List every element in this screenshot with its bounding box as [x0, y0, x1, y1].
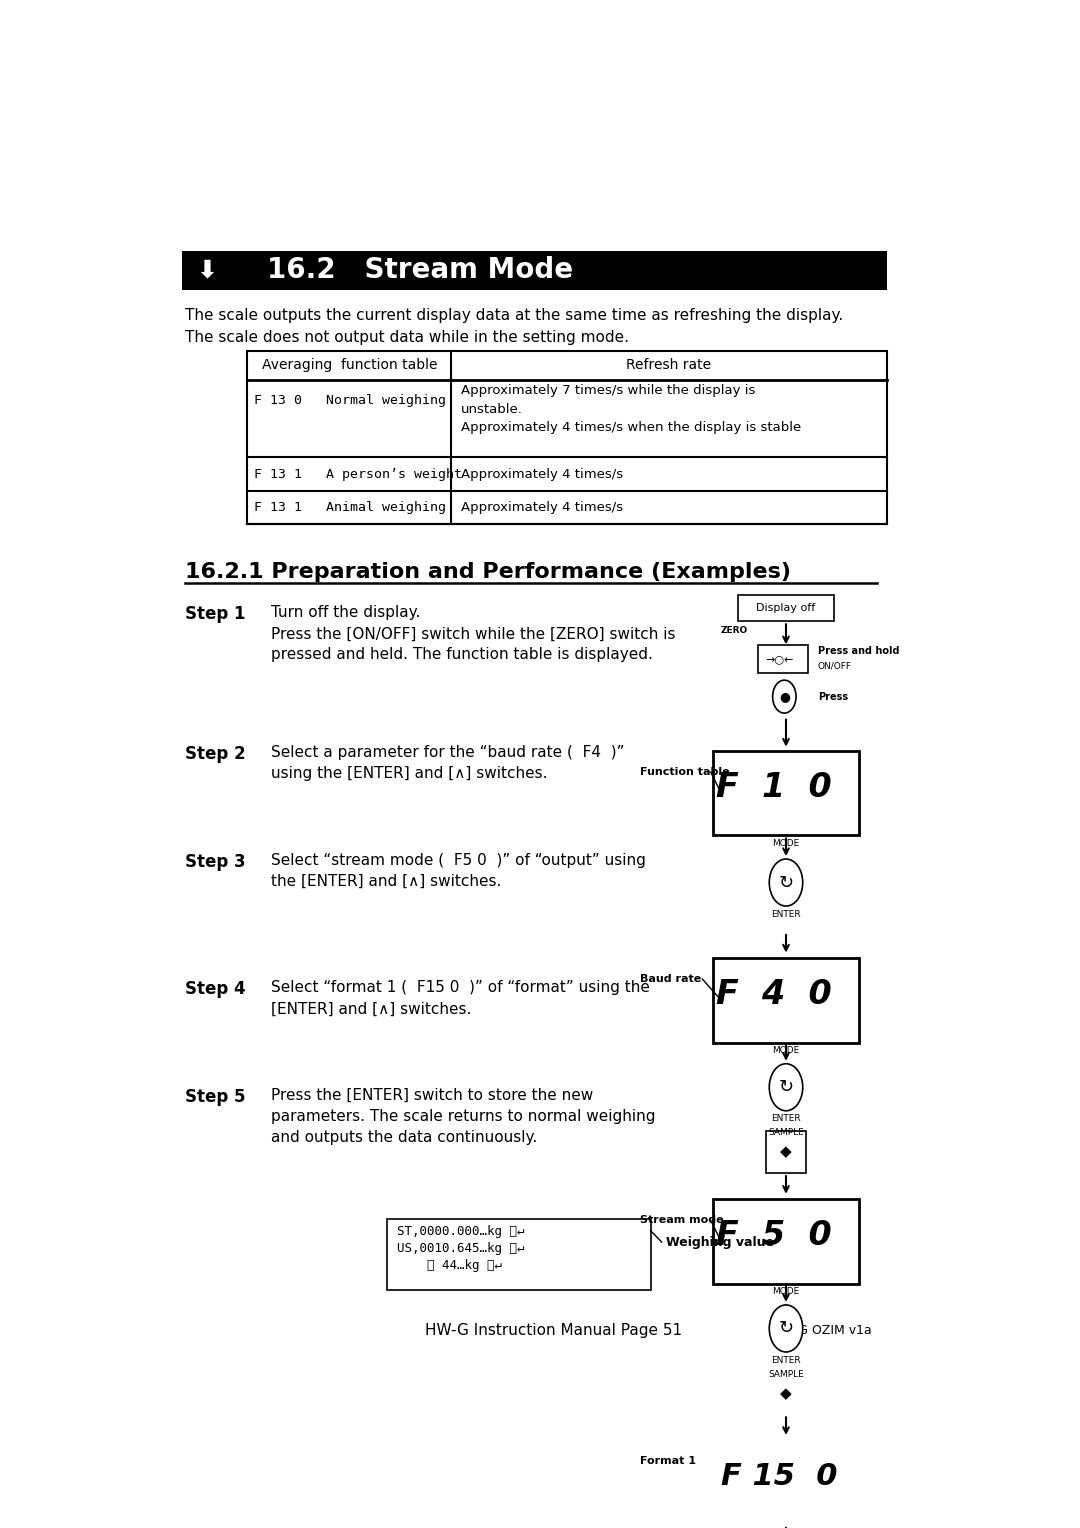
- Text: →○←: →○←: [765, 654, 794, 665]
- Text: ENTER: ENTER: [771, 1114, 800, 1123]
- Text: Step 5: Step 5: [186, 1088, 246, 1106]
- Text: The scale does not output data while in the setting mode.: The scale does not output data while in …: [186, 330, 630, 345]
- Text: Averaging  function table: Averaging function table: [261, 359, 437, 373]
- Bar: [713, 1441, 860, 1525]
- Text: F 13 0   Normal weighing: F 13 0 Normal weighing: [254, 394, 446, 406]
- Text: Format 1: Format 1: [639, 1456, 696, 1467]
- Bar: [713, 958, 860, 1042]
- Text: F 13 1   A person’s weight: F 13 1 A person’s weight: [254, 468, 462, 480]
- Text: SAMPLE: SAMPLE: [768, 1369, 804, 1378]
- Text: ENTER: ENTER: [771, 1355, 800, 1365]
- Circle shape: [769, 1063, 802, 1111]
- Text: ●: ●: [779, 691, 789, 703]
- Text: Press the [ENTER] switch to store the new
parameters. The scale returns to norma: Press the [ENTER] switch to store the ne…: [271, 1088, 656, 1144]
- Text: ON/OFF: ON/OFF: [818, 662, 852, 671]
- Text: Select “format 1 (  F15 0  )” of “format” using the
[ENTER] and [∧] switches.: Select “format 1 ( F15 0 )” of “format” …: [271, 981, 649, 1016]
- Text: Approximately 7 times/s while the display is
unstable.
Approximately 4 times/s w: Approximately 7 times/s while the displa…: [461, 385, 801, 434]
- Text: Display off: Display off: [756, 604, 815, 613]
- Bar: [766, 1131, 806, 1174]
- Text: Turn off the display.
Press the [ON/OFF] switch while the [ZERO] switch is
press: Turn off the display. Press the [ON/OFF]…: [271, 605, 675, 662]
- Text: MODE: MODE: [772, 839, 799, 848]
- Text: Select “stream mode (  F5 0  )” of “output” using
the [ENTER] and [∧] switches.: Select “stream mode ( F5 0 )” of “output…: [271, 853, 646, 889]
- Text: Step 4: Step 4: [186, 981, 246, 998]
- Text: Step 1: Step 1: [186, 605, 246, 623]
- Text: SAMPLE: SAMPLE: [768, 1129, 804, 1137]
- Text: Step 3: Step 3: [186, 853, 246, 871]
- Text: HW-G Instruction Manual Page 51: HW-G Instruction Manual Page 51: [424, 1323, 683, 1339]
- Text: 16.2.1 Preparation and Performance (Examples): 16.2.1 Preparation and Performance (Exam…: [186, 562, 792, 582]
- Text: ST,0000.000…kg Ⓒ↵
US,0010.645…kg Ⓒ↵
    ˄ 44…kg Ⓒ↵: ST,0000.000…kg Ⓒ↵ US,0010.645…kg Ⓒ↵ ˄ 44…: [397, 1225, 525, 1271]
- Text: F 15  0: F 15 0: [721, 1462, 838, 1491]
- Text: ZERO: ZERO: [720, 626, 748, 636]
- Text: ↻: ↻: [779, 1320, 794, 1337]
- Text: MODE: MODE: [772, 1047, 799, 1054]
- Circle shape: [772, 680, 796, 714]
- Text: 16.2   Stream Mode: 16.2 Stream Mode: [267, 257, 572, 284]
- Text: Approximately 4 times/s: Approximately 4 times/s: [461, 501, 623, 513]
- Bar: [387, 1219, 650, 1290]
- Text: Function table: Function table: [639, 767, 729, 776]
- Text: Weighing value: Weighing value: [666, 1236, 774, 1248]
- Text: Refresh rate: Refresh rate: [626, 359, 712, 373]
- Bar: [181, 251, 887, 290]
- Text: Press and hold: Press and hold: [818, 646, 900, 656]
- Bar: [184, 252, 230, 289]
- Text: HW-G OZIM v1a: HW-G OZIM v1a: [771, 1325, 872, 1337]
- Text: ◆: ◆: [780, 1386, 792, 1401]
- Bar: [713, 1199, 860, 1284]
- Text: Approximately 4 times/s: Approximately 4 times/s: [461, 468, 623, 480]
- Text: F  5  0: F 5 0: [716, 1219, 832, 1251]
- Circle shape: [769, 859, 802, 906]
- Bar: [247, 351, 887, 524]
- Text: Step 2: Step 2: [186, 746, 246, 764]
- Text: Select a parameter for the “baud rate (  F4  )”
using the [ENTER] and [∧] switch: Select a parameter for the “baud rate ( …: [271, 746, 624, 781]
- Text: The scale outputs the current display data at the same time as refreshing the di: The scale outputs the current display da…: [186, 309, 843, 322]
- Text: F  1  0: F 1 0: [716, 770, 832, 804]
- Text: Stream mode: Stream mode: [639, 1215, 724, 1225]
- Text: ◆: ◆: [780, 1144, 792, 1160]
- Text: F 13 1   Animal weighing: F 13 1 Animal weighing: [254, 501, 446, 513]
- Text: ↻: ↻: [779, 1079, 794, 1096]
- Text: Baud rate: Baud rate: [639, 973, 701, 984]
- Text: Press: Press: [818, 692, 848, 701]
- Bar: [757, 645, 808, 674]
- Bar: [766, 1372, 806, 1415]
- Bar: [738, 596, 834, 622]
- Circle shape: [769, 1305, 802, 1352]
- Text: F  4  0: F 4 0: [716, 978, 832, 1012]
- Text: MODE: MODE: [772, 1287, 799, 1296]
- Text: ⬇: ⬇: [197, 258, 217, 283]
- Text: ENTER: ENTER: [771, 909, 800, 918]
- Bar: [713, 750, 860, 836]
- Text: ↻: ↻: [779, 874, 794, 891]
